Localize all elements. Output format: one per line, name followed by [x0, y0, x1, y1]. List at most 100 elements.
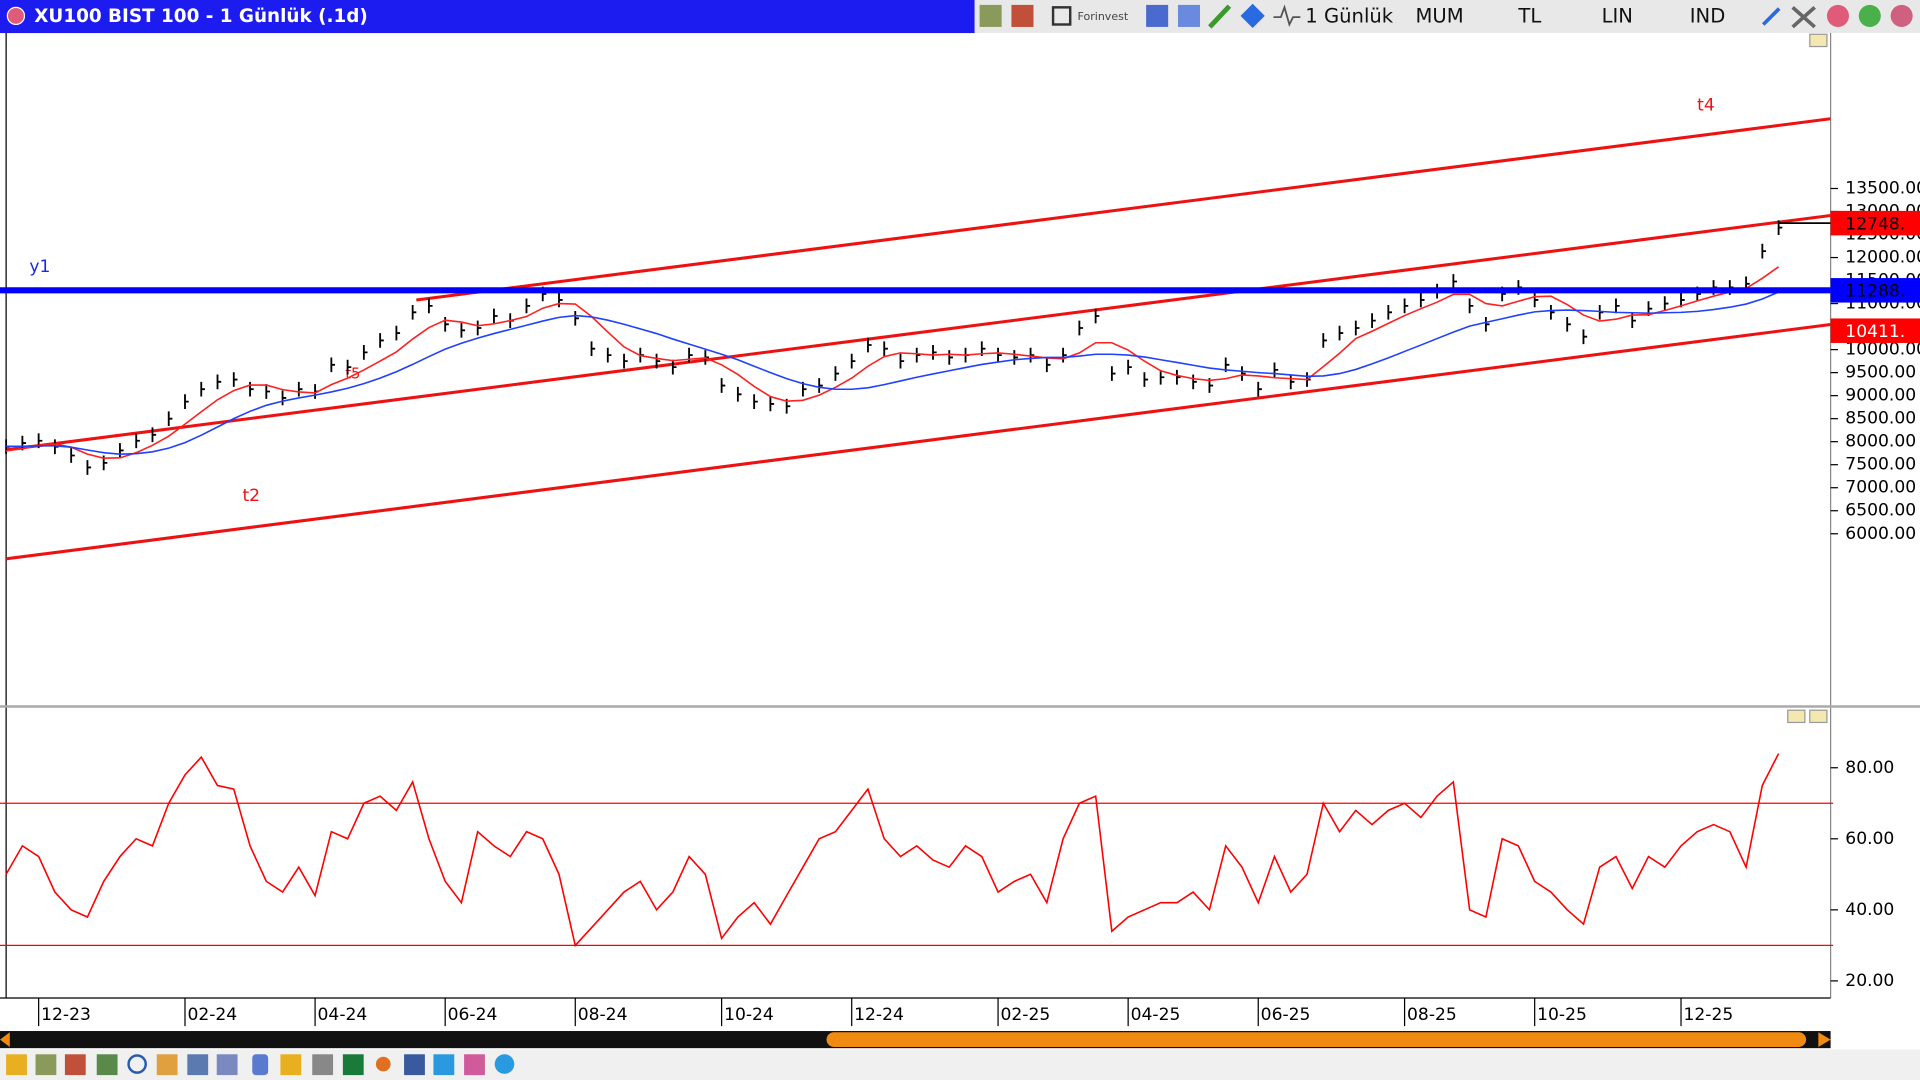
y-tick-label: 9000.00 — [1845, 386, 1916, 406]
icon[interactable] — [96, 1054, 118, 1076]
icon[interactable] — [433, 1054, 455, 1076]
brand: Forinvest — [1078, 10, 1129, 23]
icon[interactable] — [1240, 3, 1265, 29]
panel-button[interactable] — [1809, 33, 1828, 48]
price-bar — [232, 372, 238, 387]
price-bar — [476, 320, 482, 336]
price-bar — [1387, 304, 1392, 320]
price-bar — [753, 394, 758, 409]
price-bar — [70, 448, 75, 463]
icon[interactable] — [127, 1054, 147, 1074]
y-tick-label: 8500.00 — [1845, 409, 1916, 429]
price-bar — [574, 310, 579, 326]
price-bar — [590, 341, 596, 357]
price-bar — [1582, 329, 1588, 345]
price-bar — [1127, 359, 1132, 375]
y-tick-label: 7000.00 — [1845, 478, 1916, 498]
panel-button[interactable] — [1787, 709, 1806, 724]
y-tick-label: 60.00 — [1845, 829, 1894, 849]
price-bar — [297, 381, 303, 397]
x-tick-label: 08-25 — [1407, 1005, 1457, 1025]
price-bar — [216, 374, 222, 390]
icon[interactable] — [979, 4, 1002, 27]
price-bar — [867, 337, 872, 353]
icon[interactable] — [280, 1054, 302, 1076]
price-bar — [119, 443, 124, 458]
price-bar — [1680, 292, 1685, 308]
toolbar-item[interactable]: MUM — [1416, 5, 1464, 28]
y-tick-label: 13500.00 — [1845, 178, 1920, 198]
trendline[interactable] — [0, 322, 1831, 561]
x-tick-label: 12-23 — [41, 1005, 91, 1025]
icon[interactable] — [1146, 4, 1169, 27]
icon[interactable] — [64, 1054, 86, 1076]
series-line — [5, 753, 1780, 948]
icon[interactable] — [312, 1054, 334, 1076]
icon[interactable] — [6, 1054, 27, 1076]
window-button[interactable] — [1890, 4, 1913, 27]
price-bar — [265, 384, 270, 399]
price-bar — [1273, 362, 1279, 378]
icon[interactable] — [1177, 4, 1200, 27]
icon[interactable] — [187, 1054, 209, 1076]
bottom-icons — [6, 1054, 515, 1076]
price-bar — [395, 325, 401, 341]
panel-button[interactable] — [1809, 709, 1828, 724]
y-tick-label: 6500.00 — [1845, 501, 1916, 521]
price-bar — [932, 345, 937, 360]
price-bar — [281, 390, 287, 406]
price-bar — [1615, 298, 1620, 314]
scrollbar-thumb[interactable] — [826, 1032, 1807, 1047]
x-tick-label: 12-24 — [854, 1005, 904, 1025]
annotation: t4 — [1697, 95, 1715, 115]
price-bar — [834, 366, 840, 381]
price-bar — [1159, 369, 1165, 385]
trendline[interactable] — [416, 117, 1831, 302]
icon[interactable] — [1273, 4, 1301, 28]
trendline[interactable] — [0, 213, 1831, 452]
price-bar — [1176, 369, 1181, 385]
price-bar — [1338, 325, 1344, 341]
toolbar-item[interactable]: IND — [1690, 5, 1726, 28]
price-bar — [1452, 274, 1458, 289]
icon[interactable] — [404, 1054, 425, 1076]
price-bar — [1761, 243, 1767, 259]
icon[interactable] — [35, 1054, 57, 1076]
annotation: t5 — [345, 366, 360, 383]
y-tick-label: 40.00 — [1845, 900, 1894, 920]
price-bar — [1257, 381, 1262, 397]
icon[interactable] — [156, 1054, 178, 1076]
window-button[interactable] — [1858, 4, 1881, 27]
icon[interactable] — [494, 1054, 515, 1074]
title-bar — [0, 0, 975, 34]
window-button[interactable] — [1826, 4, 1849, 27]
icon[interactable] — [1208, 4, 1232, 29]
y-tick-label: 6000.00 — [1845, 524, 1916, 544]
icon[interactable] — [252, 1054, 269, 1076]
toolbar-item[interactable]: TL — [1517, 5, 1541, 28]
x-tick-label: 10-25 — [1537, 1005, 1587, 1025]
price-bar — [1354, 320, 1360, 336]
annotation: t2 — [242, 486, 260, 506]
annotation: y1 — [29, 257, 50, 277]
icon[interactable] — [216, 1054, 238, 1076]
icon[interactable] — [1761, 7, 1781, 26]
icon[interactable] — [342, 1054, 364, 1076]
price-bar — [899, 353, 905, 369]
icon[interactable] — [1011, 4, 1034, 27]
price-label-box — [1830, 318, 1920, 343]
close-button[interactable] — [6, 6, 26, 26]
toolbar-item[interactable]: LIN — [1602, 5, 1633, 28]
price-bar — [1371, 313, 1376, 328]
price-bar — [1566, 316, 1571, 332]
icon[interactable] — [1051, 6, 1072, 26]
period[interactable]: 1 Günlük — [1305, 5, 1394, 28]
icon[interactable] — [464, 1054, 485, 1076]
icon[interactable] — [375, 1056, 391, 1072]
price-bar — [769, 396, 775, 412]
price-bar — [1062, 347, 1067, 363]
icon[interactable] — [1791, 5, 1816, 29]
price-bar — [883, 341, 888, 357]
